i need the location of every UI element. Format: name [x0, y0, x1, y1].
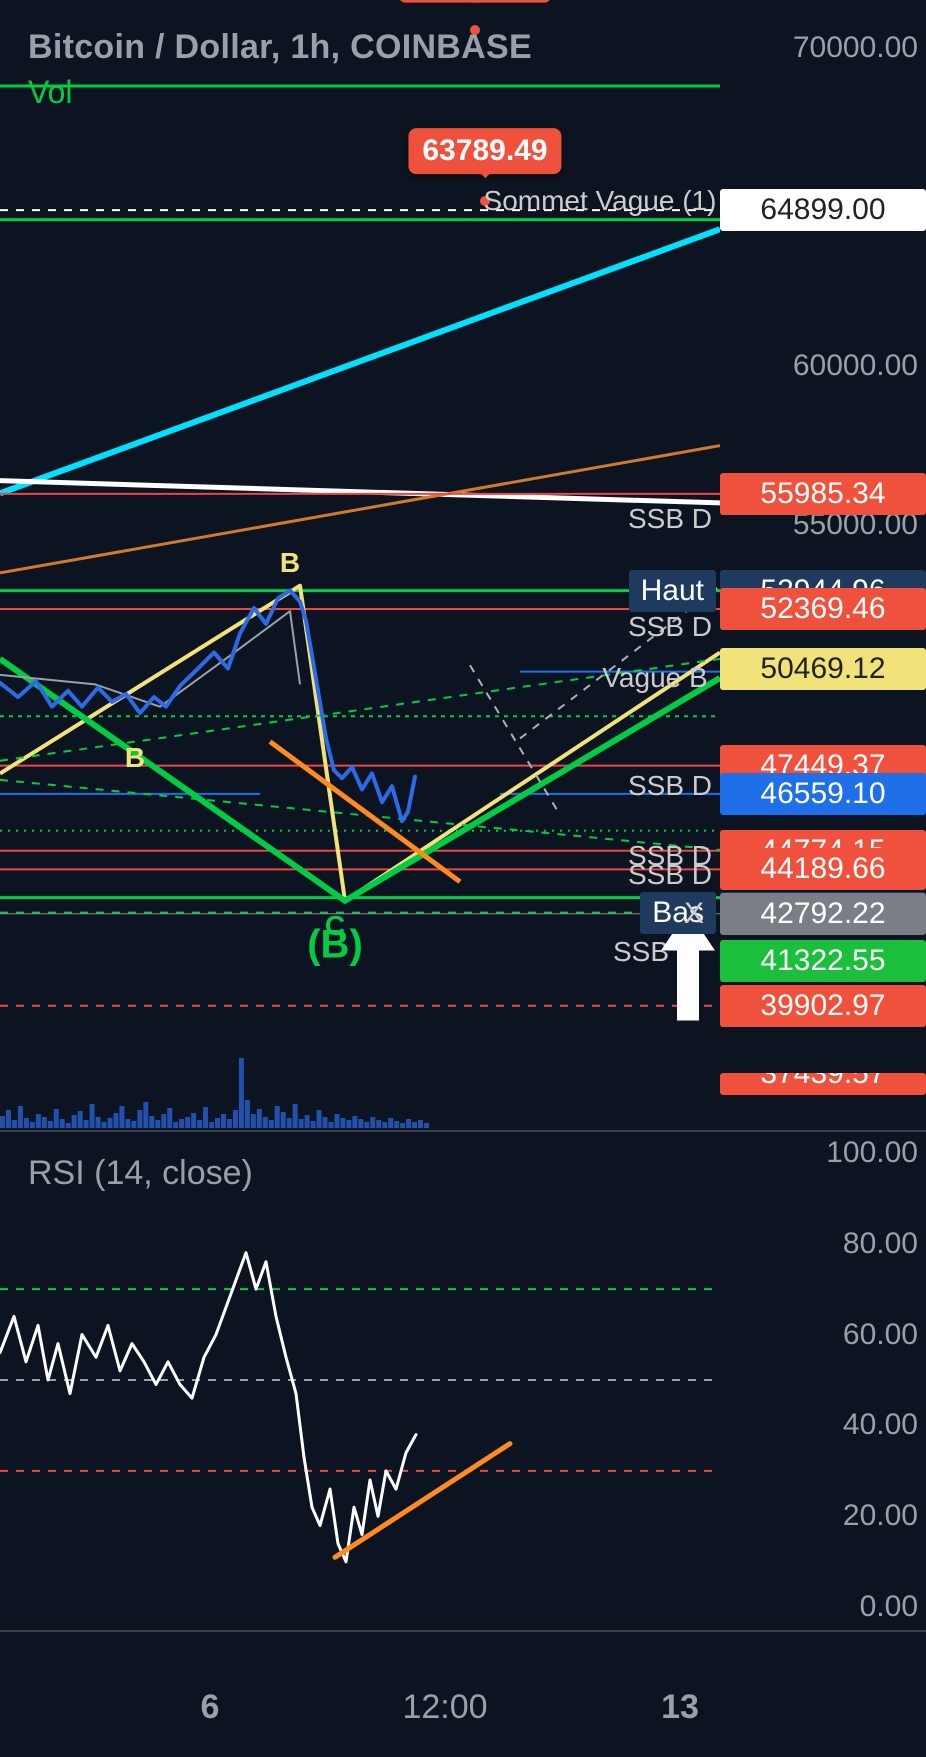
rsi-axis-tick: 80.00 — [843, 1227, 918, 1261]
rsi-svg — [0, 1130, 720, 1630]
price-badge[interactable]: 42792.22 — [720, 893, 926, 935]
price-badge[interactable]: 55985.34 — [720, 473, 926, 515]
rsi-axis-tick: 60.00 — [843, 1318, 918, 1352]
rsi-axis-tick: 40.00 — [843, 1408, 918, 1442]
main-price-chart[interactable]: Bitcoin / Dollar, 1h, COINBASE Vol 69302… — [0, 0, 926, 1130]
chart-screenshot: Bitcoin / Dollar, 1h, COINBASE Vol 69302… — [0, 0, 926, 1757]
rsi-panel[interactable]: RSI (14, close) 100.00 80.00 60.00 40.00 20.… — [0, 1130, 926, 1630]
price-badge[interactable]: 41322.55 — [720, 940, 926, 982]
rsi-axis-tick: 100.00 — [826, 1136, 918, 1170]
price-tooltip: 69302.09 — [398, 0, 551, 3]
chart-annotation: SSB D — [628, 503, 712, 535]
price-badge[interactable]: 46559.10 — [720, 773, 926, 815]
main-plot-area[interactable]: Bitcoin / Dollar, 1h, COINBASE Vol 69302… — [0, 0, 720, 1130]
price-badge[interactable]: 50469.12 — [720, 648, 926, 690]
time-axis-tick: 13 — [661, 1688, 699, 1727]
rsi-label: RSI (14, close) — [28, 1154, 253, 1193]
chart-annotation: Vague B — [602, 662, 707, 694]
time-x-axis[interactable]: 6 12:00 13 — [0, 1630, 720, 1757]
price-badge[interactable]: 44189.66 — [720, 848, 926, 890]
price-badge[interactable]: 64899.00 — [720, 189, 926, 231]
price-marker-label: Haut — [629, 570, 716, 612]
rsi-axis-tick: 0.00 — [860, 1590, 918, 1624]
chart-annotation: SSB D — [628, 859, 712, 891]
price-axis-tick: 70000.00 — [793, 31, 918, 65]
chart-title: Bitcoin / Dollar, 1h, COINBASE — [28, 28, 532, 67]
rsi-axis-tick: 20.00 — [843, 1499, 918, 1533]
time-axis-tick: 6 — [201, 1688, 220, 1727]
price-tooltip: 63789.49 — [408, 129, 561, 175]
price-badge[interactable]: 37439.57 — [720, 1073, 926, 1095]
chart-annotation: SSB D — [628, 611, 712, 643]
chart-annotation: Sommet Vague (1) — [484, 185, 717, 217]
price-marker-label: X — [672, 893, 716, 935]
price-badge[interactable]: 39902.97 — [720, 985, 926, 1027]
price-axis-tick: 60000.00 — [793, 349, 918, 383]
rsi-plot-area[interactable]: RSI (14, close) — [0, 1130, 720, 1630]
chart-annotation: SSB D — [628, 770, 712, 802]
tooltip-dot — [470, 25, 480, 35]
rsi-y-axis[interactable]: 100.00 80.00 60.00 40.00 20.00 0.00 — [720, 1130, 926, 1630]
price-badge[interactable]: 52369.46 — [720, 588, 926, 630]
chart-annotation: B — [125, 742, 145, 774]
volume-label: Vol — [28, 74, 72, 111]
chart-annotation: B — [280, 547, 300, 579]
time-axis-tick: 12:00 — [402, 1688, 487, 1727]
chart-annotation: (B) — [307, 923, 363, 968]
